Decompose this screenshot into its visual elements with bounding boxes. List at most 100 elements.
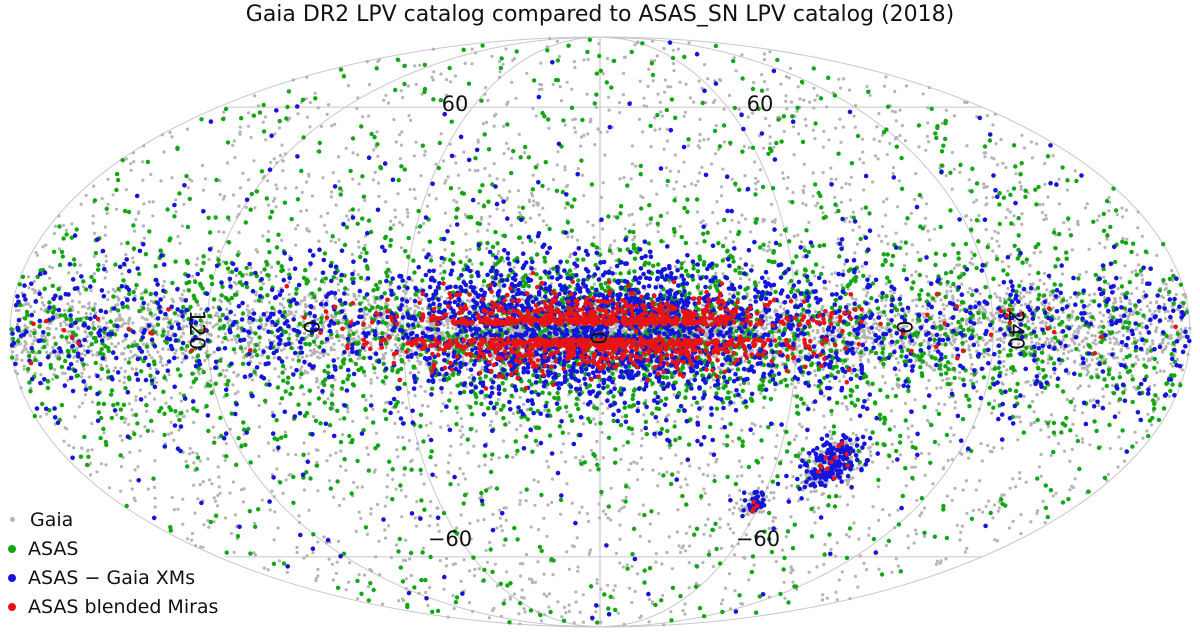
gaia-point xyxy=(447,461,451,465)
gaia-point xyxy=(488,540,492,545)
gaia-point xyxy=(774,445,778,449)
gaia-point xyxy=(87,345,91,349)
gaia-point xyxy=(993,112,998,116)
gaia-point xyxy=(837,77,841,81)
gaia-point xyxy=(1030,399,1035,404)
gaia-point xyxy=(1005,292,1009,296)
gaia-point xyxy=(975,198,979,202)
gaia-point xyxy=(236,390,240,394)
gaia-point xyxy=(258,341,262,345)
gaia-point xyxy=(815,201,820,205)
gaia-point xyxy=(645,223,649,227)
gaia-point xyxy=(345,214,349,218)
gaia-point xyxy=(837,578,841,582)
gaia-point xyxy=(789,515,793,519)
gaia-point xyxy=(747,146,751,150)
gaia-point xyxy=(862,352,867,356)
gaia-point xyxy=(706,77,710,81)
gaia-point xyxy=(551,178,556,182)
gaia-point xyxy=(594,457,599,461)
gaia-point xyxy=(357,510,361,514)
gaia-point xyxy=(224,442,228,446)
gaia-point xyxy=(1098,241,1102,245)
gaia-point xyxy=(231,193,236,197)
gaia-point xyxy=(363,374,367,378)
gaia-point xyxy=(480,215,484,220)
gaia-point xyxy=(896,564,900,568)
gaia-point xyxy=(454,327,458,331)
gaia-point xyxy=(770,287,774,291)
gaia-point xyxy=(178,241,182,245)
gaia-point xyxy=(189,385,193,389)
gaia-point xyxy=(884,282,888,286)
gaia-point xyxy=(216,335,221,339)
gaia-point xyxy=(337,179,341,183)
gaia-point xyxy=(856,585,860,589)
gaia-point xyxy=(1113,356,1117,360)
gaia-point xyxy=(464,232,468,236)
gaia-point xyxy=(953,400,958,404)
gaia-point xyxy=(799,240,804,244)
gaia-point xyxy=(195,452,199,456)
gaia-point xyxy=(197,372,201,376)
gaia-point xyxy=(306,324,310,328)
gaia-point xyxy=(821,367,825,371)
gaia-point xyxy=(1134,355,1138,359)
gaia-point xyxy=(1049,375,1053,379)
gaia-point xyxy=(1141,436,1145,440)
gaia-point xyxy=(630,564,634,569)
gaia-point xyxy=(840,401,844,406)
gaia-point xyxy=(216,465,220,469)
gaia-point xyxy=(76,310,80,314)
gaia-point xyxy=(131,355,135,359)
gaia-point xyxy=(742,144,747,148)
gaia-point xyxy=(155,380,159,384)
gaia-point xyxy=(266,203,271,207)
gaia-point xyxy=(639,428,644,432)
gaia-point xyxy=(924,148,928,152)
gaia-point xyxy=(1028,264,1032,268)
gaia-point xyxy=(1128,301,1132,306)
gaia-point xyxy=(1011,477,1015,481)
gaia-point xyxy=(926,229,930,233)
gaia-point xyxy=(329,195,333,199)
gaia-point xyxy=(637,512,641,516)
gaia-point xyxy=(1095,218,1099,222)
gaia-point xyxy=(825,105,829,109)
gaia-point xyxy=(334,451,338,455)
gaia-point xyxy=(990,450,994,454)
gaia-point xyxy=(1049,453,1053,457)
gaia-point xyxy=(978,292,982,296)
gaia-point xyxy=(1094,342,1098,346)
gaia-point xyxy=(534,114,538,118)
gaia-point xyxy=(1057,442,1061,446)
gaia-point xyxy=(667,535,671,539)
gaia-point xyxy=(880,133,885,137)
gaia-point xyxy=(1169,362,1173,366)
gaia-point xyxy=(491,512,495,517)
gaia-point xyxy=(233,155,237,160)
gaia-point xyxy=(417,296,421,300)
gaia-point xyxy=(563,206,568,210)
gaia-point xyxy=(728,508,732,512)
gaia-point xyxy=(333,240,337,244)
gaia-point xyxy=(91,320,95,324)
gaia-point xyxy=(166,325,170,329)
gaia-point xyxy=(489,485,493,489)
gaia-point xyxy=(520,588,524,592)
gaia-point xyxy=(1188,326,1192,330)
gaia-point xyxy=(662,147,666,151)
gaia-point xyxy=(920,511,924,515)
gaia-point xyxy=(473,169,477,173)
gaia-point xyxy=(363,243,367,247)
gaia-point xyxy=(788,66,793,70)
gaia-point xyxy=(1170,268,1174,273)
gaia-point xyxy=(937,402,941,406)
gaia-point xyxy=(854,104,858,108)
gaia-point xyxy=(281,169,285,173)
gaia-point xyxy=(401,401,405,405)
gaia-point xyxy=(756,180,760,184)
gaia-point xyxy=(813,336,817,340)
gaia-point xyxy=(205,321,209,325)
gaia-point xyxy=(501,439,506,443)
